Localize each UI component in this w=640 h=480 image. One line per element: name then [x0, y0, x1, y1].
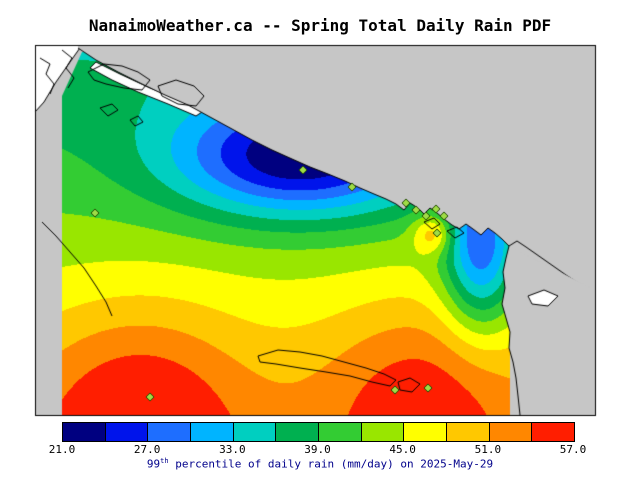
- colorbar-segment: [489, 423, 533, 441]
- colorbar-tick-label: 39.0: [304, 443, 331, 456]
- colorbar-tick-label: 51.0: [474, 443, 502, 456]
- colorbar-segment: [148, 423, 192, 441]
- colorbar-segment: [276, 423, 320, 441]
- caption-number: 99: [146, 457, 161, 471]
- colorbar-ticks: 21.0 27.0 33.0 39.0 45.0 51.0 57.0: [0, 443, 640, 456]
- colorbar-tick-label: 33.0: [219, 443, 246, 456]
- colorbar-segment: [105, 423, 149, 441]
- colorbar-segment: [447, 423, 490, 441]
- colorbar-tick-label: 45.0: [389, 443, 416, 456]
- colorbar-scale: [62, 422, 575, 442]
- colorbar-segment: [191, 423, 234, 441]
- colorbar-segment: [63, 423, 106, 441]
- caption-text: percentile of daily rain (mm/day) on 202…: [168, 457, 494, 471]
- colorbar-tick-label: 27.0: [133, 443, 161, 456]
- colorbar-segment: [404, 423, 448, 441]
- colorbar-segment: [532, 423, 575, 441]
- colorbar-segment: [361, 423, 405, 441]
- colorbar-segment: [319, 423, 362, 441]
- colorbar-tick-label: 57.0: [559, 443, 587, 456]
- caption-ordinal: th: [160, 457, 169, 465]
- colorbar-segment: [233, 423, 277, 441]
- colorbar-tick-label: 21.0: [48, 443, 76, 456]
- caption: 99th percentile of daily rain (mm/day) o…: [0, 457, 640, 471]
